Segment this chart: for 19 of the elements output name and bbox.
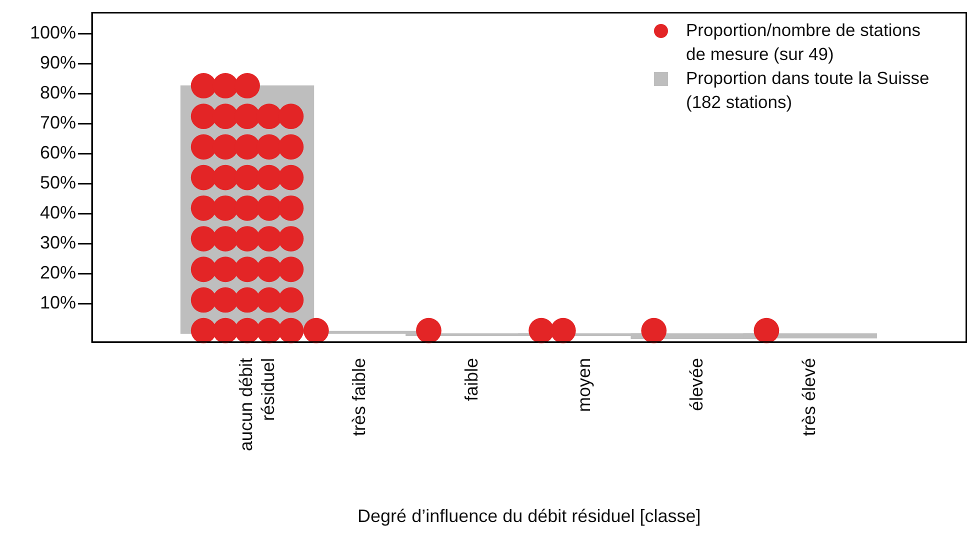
x-tick-label: élevée bbox=[686, 358, 707, 412]
x-tick-label: moyen bbox=[574, 358, 594, 412]
y-tick-label: 10% bbox=[40, 292, 76, 313]
y-tick-label: 50% bbox=[40, 172, 76, 193]
x-tick-label: très faible bbox=[348, 358, 369, 436]
y-tick-label: 70% bbox=[40, 112, 76, 132]
y-tick-label: 80% bbox=[40, 82, 76, 102]
y-tick-label: 20% bbox=[40, 262, 76, 283]
x-tick-label: aucun débit résiduel bbox=[236, 358, 278, 452]
x-axis-title: Degré d’influence du débit résiduel [classe] bbox=[358, 506, 701, 526]
y-tick-label: 60% bbox=[40, 142, 76, 163]
y-tick-label: 30% bbox=[40, 232, 76, 253]
x-tick-label: faible bbox=[461, 358, 482, 402]
legend-label: Proportion dans toute la Suisse (182 stations) bbox=[686, 68, 930, 112]
legend-label: Proportion/nombre de stations de mesure (sur 49) bbox=[686, 20, 920, 64]
y-tick-label: 40% bbox=[40, 202, 76, 223]
x-tick-label: très élevé bbox=[799, 358, 820, 436]
y-tick-label: 90% bbox=[40, 52, 76, 72]
y-tick-label: 100% bbox=[30, 22, 76, 42]
